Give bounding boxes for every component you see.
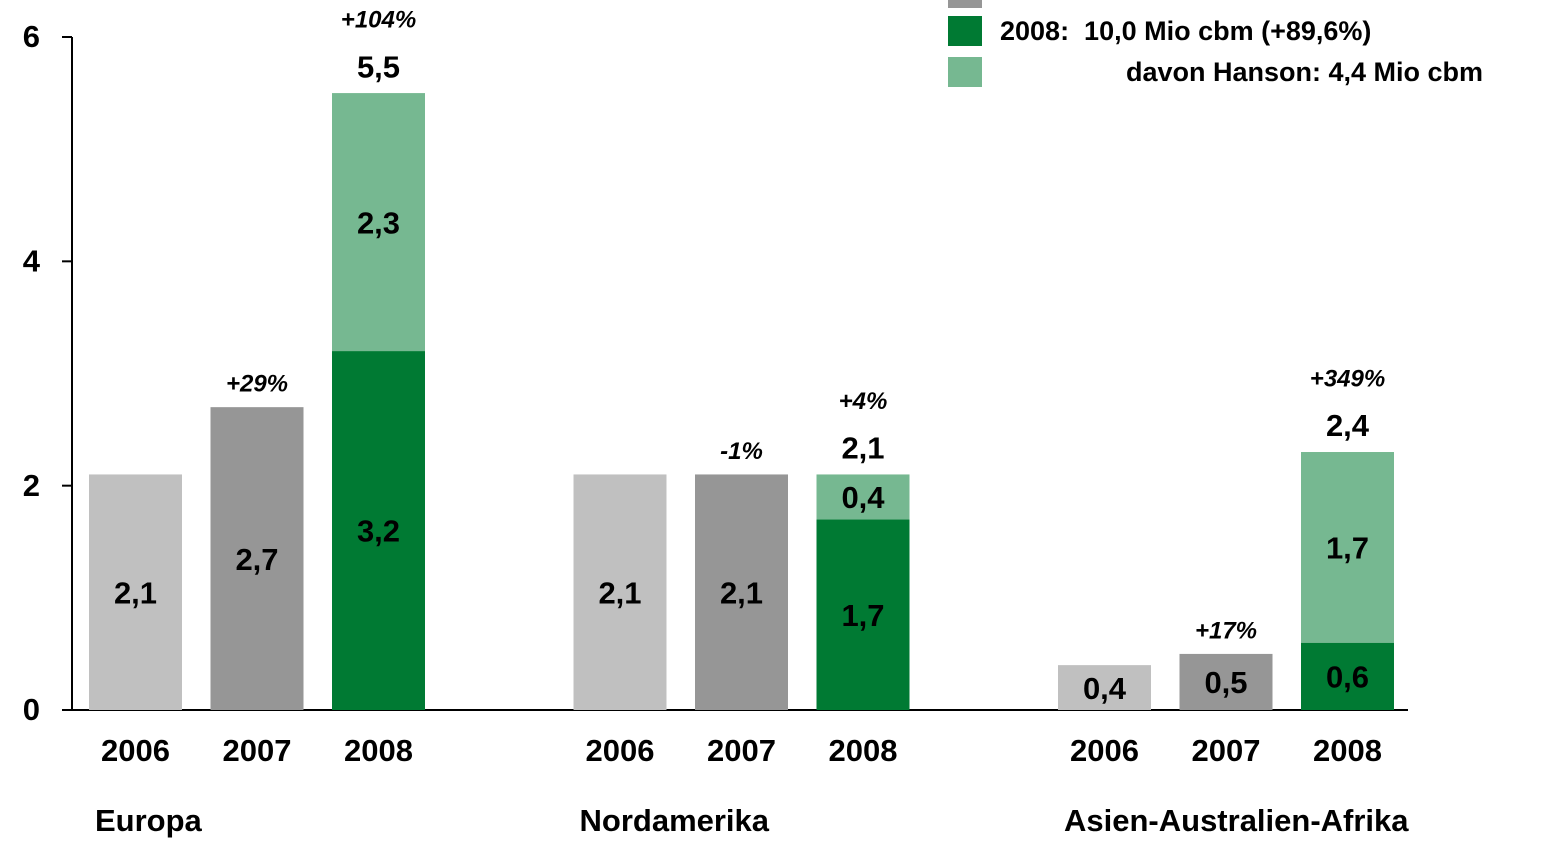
x-tick-label: 2006	[101, 733, 170, 768]
y-tick-label: 4	[23, 244, 41, 279]
value-label: 1,7	[841, 598, 884, 633]
bar	[332, 93, 425, 352]
value-label: 0,5	[1204, 665, 1247, 700]
bar	[89, 474, 182, 710]
value-label: 3,2	[357, 514, 400, 549]
bar	[816, 519, 910, 710]
total-label: 2,1	[841, 431, 884, 466]
bar	[332, 351, 425, 710]
growth-label: +29%	[226, 370, 288, 397]
value-label: 2,1	[114, 575, 157, 610]
growth-label: -1%	[720, 438, 763, 465]
y-tick-label: 6	[23, 19, 40, 54]
growth-label: +4%	[839, 388, 888, 415]
group-label: Nordamerika	[580, 803, 770, 838]
value-label: 0,4	[841, 480, 885, 515]
legend-swatch	[948, 16, 982, 46]
y-tick-label: 2	[23, 468, 40, 503]
legend-label: davon Hanson: 4,4 Mio cbm	[1126, 57, 1483, 87]
bar	[210, 407, 304, 710]
growth-label: +17%	[1195, 617, 1257, 644]
bar	[816, 474, 910, 520]
value-label: 0,6	[1326, 660, 1369, 695]
x-tick-label: 2006	[1070, 733, 1139, 768]
value-label: 2,3	[357, 205, 400, 240]
group-label: Asien-Australien-Afrika	[1064, 803, 1409, 838]
x-tick-label: 2007	[1192, 733, 1261, 768]
x-tick-label: 2007	[223, 733, 292, 768]
x-tick-label: 2008	[344, 733, 413, 768]
bar	[573, 474, 667, 710]
bar	[695, 474, 788, 710]
growth-label: +104%	[341, 6, 416, 33]
value-label: 1,7	[1326, 531, 1369, 566]
bar	[1301, 452, 1394, 643]
legend-label: 2008: 10,0 Mio cbm (+89,6%)	[1000, 16, 1371, 46]
x-tick-label: 2007	[707, 733, 776, 768]
total-label: 2,4	[1326, 408, 1370, 443]
total-label: 5,5	[357, 49, 400, 84]
bar	[1058, 665, 1151, 710]
value-label: 2,7	[235, 542, 278, 577]
value-label: 0,4	[1083, 671, 1127, 706]
x-tick-label: 2008	[1313, 733, 1382, 768]
group-label: Europa	[95, 803, 203, 838]
x-tick-label: 2006	[586, 733, 655, 768]
y-tick-label: 0	[23, 692, 40, 727]
bar	[1301, 642, 1394, 710]
value-label: 2,1	[720, 575, 763, 610]
legend-swatch-clipped	[948, 0, 982, 8]
growth-label: +349%	[1310, 365, 1385, 392]
legend-swatch	[948, 57, 982, 87]
value-label: 2,1	[598, 575, 641, 610]
x-tick-label: 2008	[829, 733, 898, 768]
bar	[1179, 653, 1273, 710]
